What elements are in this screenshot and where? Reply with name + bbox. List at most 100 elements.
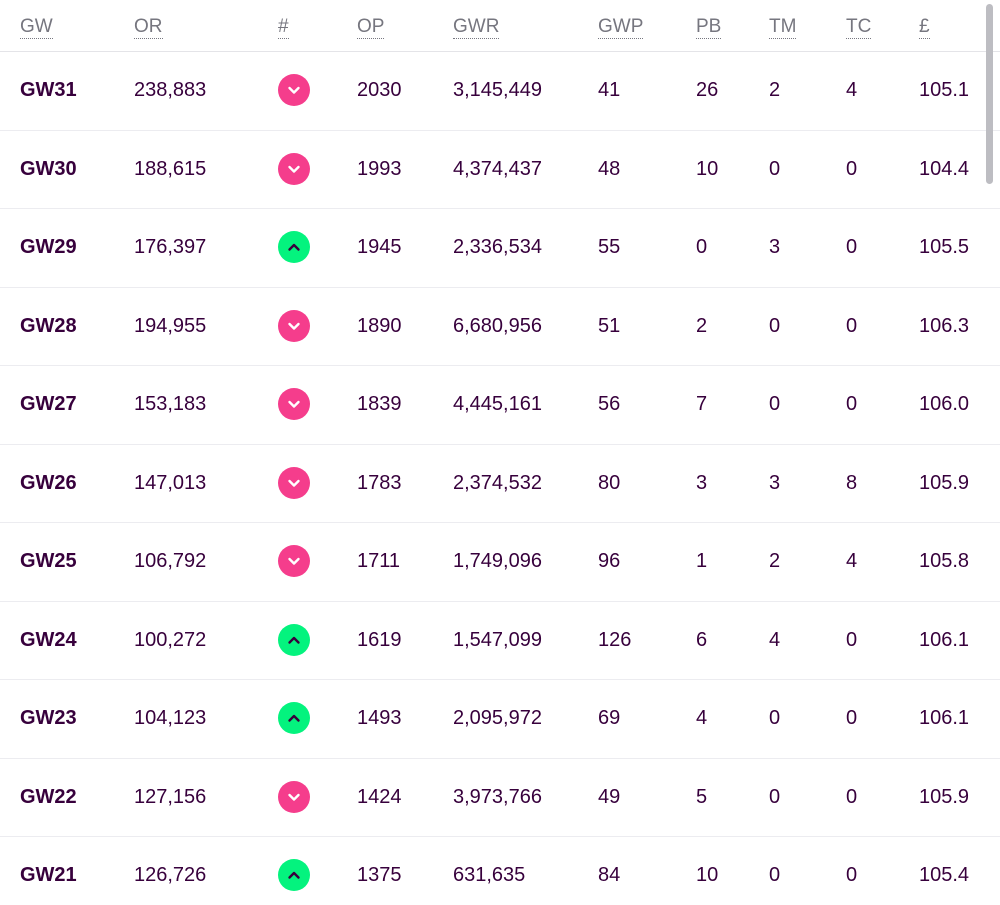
gameweek-cell[interactable]: GW29 bbox=[20, 236, 77, 258]
header-overall-points[interactable]: OP bbox=[357, 16, 385, 39]
gameweek-cell[interactable]: GW27 bbox=[20, 393, 77, 415]
points-on-bench-cell: 7 bbox=[696, 393, 708, 415]
points-on-bench-cell: 0 bbox=[696, 236, 708, 258]
gameweek-rank-cell: 1,547,099 bbox=[453, 628, 542, 651]
squad-value-cell: 105.4 bbox=[919, 864, 970, 886]
table-row: GW28 194,955 1890 6,680,956 51 2 0 0 106.3 bbox=[0, 288, 1000, 366]
rank-down-icon bbox=[278, 780, 310, 813]
transfers-cost-cell: 8 bbox=[846, 471, 858, 494]
squad-value-cell: 105.5 bbox=[919, 236, 970, 258]
rank-up-icon bbox=[278, 231, 310, 263]
squad-value-cell: 105.9 bbox=[919, 785, 970, 808]
transfers-cost-cell: 0 bbox=[846, 707, 858, 729]
table-row: GW23 104,123 1493 2,095,972 69 4 0 0 106.1 bbox=[0, 680, 1000, 759]
points-on-bench-cell: 10 bbox=[696, 157, 719, 180]
overall-points-cell: 1839 bbox=[357, 393, 402, 415]
overall-rank-cell: 126,726 bbox=[134, 864, 207, 886]
squad-value-cell: 104.4 bbox=[919, 157, 970, 180]
gameweek-cell[interactable]: GW22 bbox=[20, 785, 77, 808]
transfers-cost-cell: 0 bbox=[846, 157, 858, 180]
overall-rank-cell: 100,272 bbox=[134, 628, 207, 651]
points-on-bench-cell: 2 bbox=[696, 314, 708, 337]
points-on-bench-cell: 5 bbox=[696, 785, 708, 808]
gameweek-points-cell: 49 bbox=[598, 785, 621, 808]
gameweek-rank-cell: 4,445,161 bbox=[453, 393, 542, 415]
table-row: GW26 147,013 1783 2,374,532 80 3 3 8 105.9 bbox=[0, 445, 1000, 523]
rank-down-icon bbox=[278, 152, 310, 185]
table-body: GW31 238,883 2030 3,145,449 41 26 2 4 105.1 GW30 1… bbox=[0, 52, 1000, 905]
gameweek-cell[interactable]: GW24 bbox=[20, 628, 77, 651]
table-row: GW31 238,883 2030 3,145,449 41 26 2 4 105.1 bbox=[0, 52, 1000, 131]
squad-value-cell: 106.1 bbox=[919, 707, 970, 729]
rank-down-icon bbox=[278, 388, 310, 420]
gameweek-cell[interactable]: GW25 bbox=[20, 550, 77, 572]
gameweek-rank-cell: 3,973,766 bbox=[453, 785, 542, 808]
gameweek-rank-cell: 3,145,449 bbox=[453, 79, 542, 101]
gameweek-points-cell: 48 bbox=[598, 157, 621, 180]
rank-up-icon bbox=[278, 623, 310, 656]
gameweek-cell[interactable]: GW31 bbox=[20, 79, 77, 101]
transfers-made-cell: 0 bbox=[769, 314, 781, 337]
transfers-cost-cell: 4 bbox=[846, 550, 858, 572]
overall-rank-cell: 147,013 bbox=[134, 471, 207, 494]
transfers-made-cell: 0 bbox=[769, 157, 781, 180]
overall-points-cell: 1945 bbox=[357, 236, 402, 258]
overall-points-cell: 1619 bbox=[357, 628, 402, 651]
header-rank-movement[interactable]: # bbox=[278, 16, 289, 39]
points-on-bench-cell: 26 bbox=[696, 79, 719, 101]
gameweek-rank-cell: 2,374,532 bbox=[453, 471, 542, 494]
gameweek-points-cell: 126 bbox=[598, 628, 632, 651]
table-row: GW21 126,726 1375 631,635 84 10 0 0 105.4 bbox=[0, 837, 1000, 905]
gameweek-cell[interactable]: GW28 bbox=[20, 314, 77, 337]
gameweek-rank-cell: 4,374,437 bbox=[453, 157, 542, 180]
overall-points-cell: 1993 bbox=[357, 157, 402, 180]
transfers-cost-cell: 4 bbox=[846, 79, 858, 101]
squad-value-cell: 105.1 bbox=[919, 79, 970, 101]
rank-down-icon bbox=[278, 466, 310, 499]
gameweek-points-cell: 80 bbox=[598, 471, 621, 494]
table-row: GW24 100,272 1619 1,547,099 126 6 4 0 106.1 bbox=[0, 602, 1000, 680]
squad-value-cell: 106.0 bbox=[919, 393, 970, 415]
overall-points-cell: 1783 bbox=[357, 471, 402, 494]
overall-rank-cell: 238,883 bbox=[134, 79, 207, 101]
header-transfers-made[interactable]: TM bbox=[769, 16, 797, 39]
table-header: GW OR # OP GWR GWP PB TM TC £ bbox=[0, 0, 1000, 52]
overall-points-cell: 1424 bbox=[357, 785, 402, 808]
gameweek-cell[interactable]: GW30 bbox=[20, 157, 77, 180]
header-points-on-bench[interactable]: PB bbox=[696, 16, 722, 39]
scrollbar[interactable] bbox=[986, 4, 993, 184]
gameweek-cell[interactable]: GW23 bbox=[20, 707, 77, 729]
header-transfers-cost[interactable]: TC bbox=[846, 16, 872, 39]
gameweek-points-cell: 84 bbox=[598, 864, 621, 886]
gameweek-points-cell: 41 bbox=[598, 79, 621, 101]
header-gameweek-points[interactable]: GWP bbox=[598, 16, 644, 39]
gameweek-points-cell: 96 bbox=[598, 550, 621, 572]
overall-points-cell: 1890 bbox=[357, 314, 402, 337]
table-row: GW30 188,615 1993 4,374,437 48 10 0 0 104.4 bbox=[0, 131, 1000, 209]
transfers-made-cell: 4 bbox=[769, 628, 781, 651]
header-overall-rank[interactable]: OR bbox=[134, 16, 163, 39]
gameweek-points-cell: 55 bbox=[598, 236, 621, 258]
header-gameweek-rank[interactable]: GWR bbox=[453, 16, 500, 39]
gameweek-cell[interactable]: GW26 bbox=[20, 471, 77, 494]
gameweek-points-cell: 51 bbox=[598, 314, 621, 337]
overall-points-cell: 2030 bbox=[357, 79, 402, 101]
gameweek-rank-cell: 2,336,534 bbox=[453, 236, 542, 258]
transfers-cost-cell: 0 bbox=[846, 314, 858, 337]
overall-rank-cell: 176,397 bbox=[134, 236, 207, 258]
header-gameweek[interactable]: GW bbox=[20, 16, 53, 39]
transfers-made-cell: 0 bbox=[769, 393, 781, 415]
gameweek-rank-cell: 2,095,972 bbox=[453, 707, 542, 729]
squad-value-cell: 105.9 bbox=[919, 471, 970, 494]
gameweek-points-cell: 69 bbox=[598, 707, 621, 729]
transfers-cost-cell: 0 bbox=[846, 785, 858, 808]
overall-rank-cell: 104,123 bbox=[134, 707, 207, 729]
transfers-made-cell: 3 bbox=[769, 236, 781, 258]
points-on-bench-cell: 3 bbox=[696, 471, 708, 494]
table-row: GW22 127,156 1424 3,973,766 49 5 0 0 105.9 bbox=[0, 759, 1000, 837]
header-squad-value[interactable]: £ bbox=[919, 16, 930, 39]
table-row: GW29 176,397 1945 2,336,534 55 0 3 0 105.5 bbox=[0, 209, 1000, 288]
rank-up-icon bbox=[278, 702, 310, 734]
overall-rank-cell: 153,183 bbox=[134, 393, 207, 415]
gameweek-cell[interactable]: GW21 bbox=[20, 864, 77, 886]
